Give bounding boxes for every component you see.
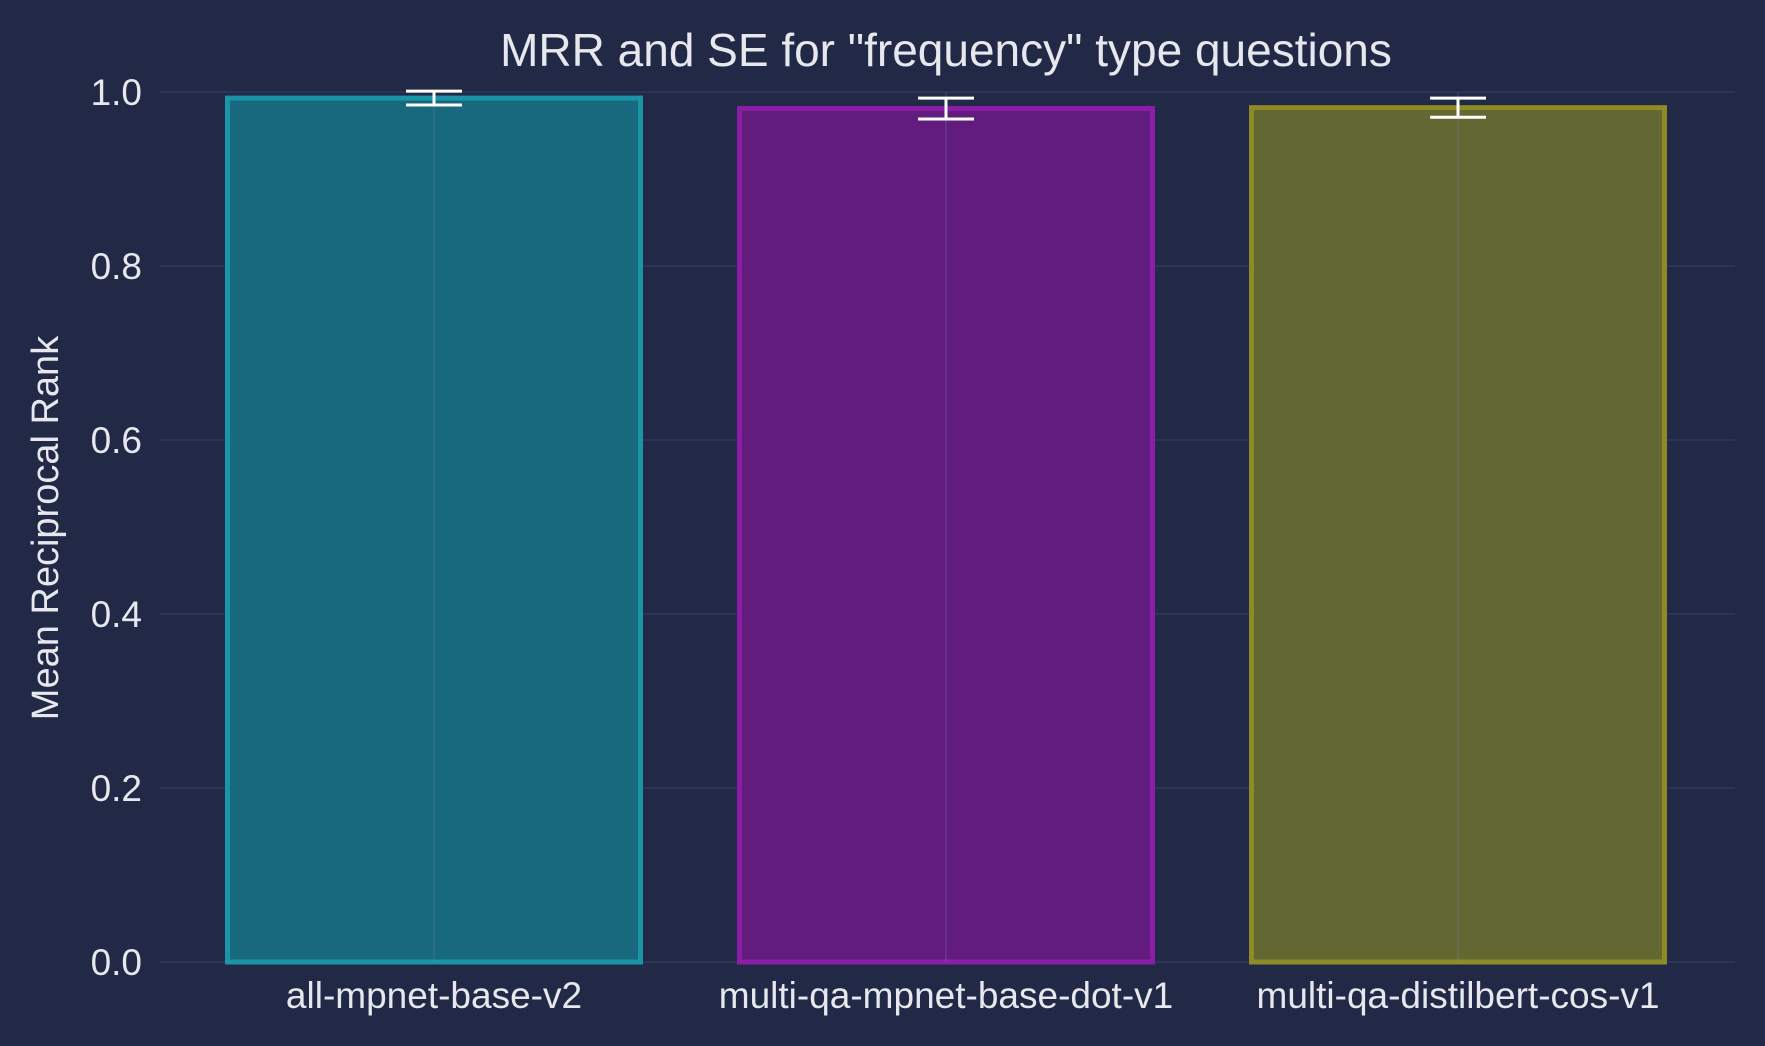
error-bars xyxy=(406,89,1486,121)
bar-1 xyxy=(225,95,643,965)
x-tick-label: multi-qa-mpnet-base-dot-v1 xyxy=(719,975,1173,1016)
y-tick-label: 1.0 xyxy=(91,72,142,113)
y-tick-label: 0.8 xyxy=(91,246,142,287)
bar-2 xyxy=(737,106,1155,965)
y-tick-label: 0.2 xyxy=(91,768,142,809)
x-tick-label: multi-qa-distilbert-cos-v1 xyxy=(1257,975,1660,1016)
error-bar-3 xyxy=(1430,96,1486,119)
error-bar-2 xyxy=(918,96,974,121)
x-tick-label: all-mpnet-base-v2 xyxy=(286,975,582,1016)
bars xyxy=(225,92,1667,965)
bar-3 xyxy=(1249,105,1667,965)
chart-title: MRR and SE for "frequency" type question… xyxy=(500,24,1392,76)
error-bar-1 xyxy=(406,89,462,107)
y-tick-label: 0.4 xyxy=(91,594,142,635)
y-axis-label: Mean Reciprocal Rank xyxy=(25,335,67,720)
y-tick-labels: 0.0 0.2 0.4 0.6 0.8 1.0 xyxy=(91,72,142,983)
y-tick-label: 0.6 xyxy=(91,420,142,461)
y-tick-label: 0.0 xyxy=(91,942,142,983)
x-tick-labels: all-mpnet-base-v2 multi-qa-mpnet-base-dot… xyxy=(286,975,1660,1016)
